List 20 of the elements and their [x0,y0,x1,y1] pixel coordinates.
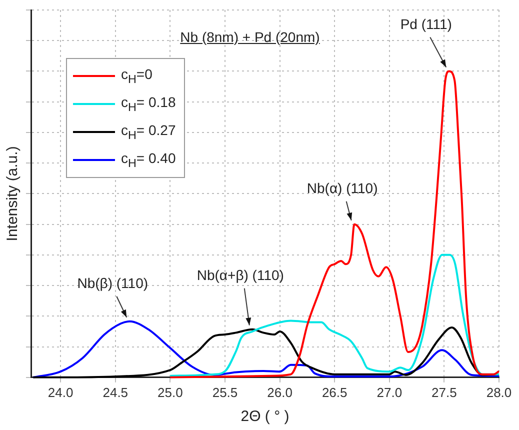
x-tick-label: 25.0 [158,384,183,400]
legend-label: c$_{H}$= 0.27 [121,122,176,142]
chart-title: Nb (8nm) + Pd (20nm) [179,29,321,45]
legend-label: c$_{H}$=0 [121,66,152,86]
x-tick-label: 25.5 [212,384,238,400]
annotation: Pd (111) [400,16,452,32]
x-tick-label: 24.0 [48,384,74,400]
y-axis-title: Intensity (a.u.) [4,146,22,242]
x-tick-label: 27.0 [376,384,402,400]
annotation: Nb(β) (110) [77,275,148,292]
x-tick-label: 26.0 [267,384,292,400]
x-tick-label: 24.5 [102,384,128,400]
annotation: Nb(α) (110) [306,180,378,196]
x-tick-label: 26.5 [322,384,348,400]
annotation: Nb(α+β) (110) [196,267,284,284]
x-axis-title: 2Θ ( ° ) [240,408,290,426]
x-tick-label: 28.0 [486,384,512,400]
legend-label: c$_{H}$= 0.40 [121,150,176,170]
legend-label: c$_{H}$= 0.18 [121,94,176,114]
x-tick-label: 27.5 [432,384,457,400]
